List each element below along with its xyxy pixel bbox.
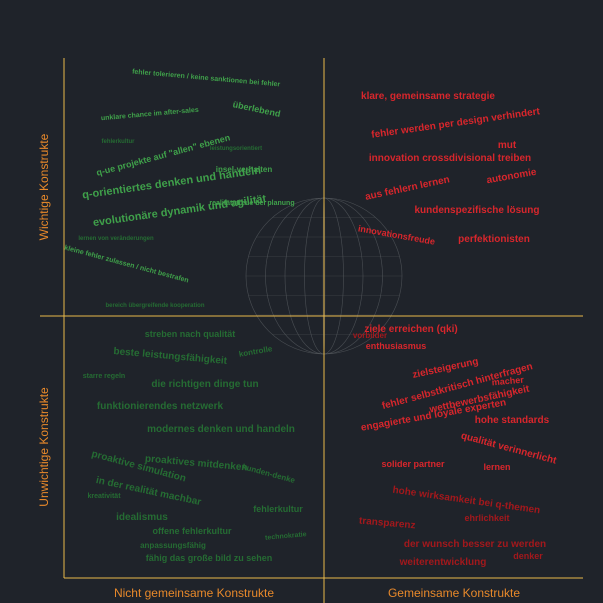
cloud-word: macher: [491, 375, 524, 388]
cloud-word: offene fehlerkultur: [152, 526, 232, 536]
cloud-word: beste leistungsfähigkeit: [113, 346, 228, 367]
cloud-word: kundenspezifische lösung: [414, 205, 539, 216]
cloud-word: hohe standards: [475, 415, 550, 426]
cloud-word: fähig das große bild zu sehen: [146, 553, 273, 563]
cloud-word: fehler tolerieren / keine sanktionen bei…: [132, 69, 281, 89]
cloud-word: kunden-denke: [241, 462, 296, 485]
word-cloud-words: q-orientiertes denken und handelnevoluti…: [63, 69, 558, 568]
cloud-word: innovation crossdivisional treiben: [369, 153, 531, 164]
cloud-word: transparenz: [359, 516, 416, 532]
cloud-word: insel-verhalten: [216, 165, 273, 174]
cloud-word: klare, gemeinsame strategie: [361, 91, 495, 102]
cloud-word: in der realität machbar: [95, 475, 202, 508]
y-axis-label-bottom: Unwichtige Konstrukte: [37, 387, 51, 507]
cloud-word: ehrlichkeit: [464, 513, 509, 523]
cloud-word: technokratie: [265, 531, 307, 542]
cloud-word: fehlerkultur: [101, 139, 135, 145]
cloud-word: funktionierendes netzwerk: [97, 401, 224, 412]
y-axis-label-top: Wichtige Konstrukte: [37, 133, 51, 240]
cloud-word: enthusiasmus: [366, 341, 427, 351]
cloud-word: streben nach qualität: [145, 329, 236, 339]
cloud-word: denker: [513, 551, 543, 561]
cloud-word: vorbilder: [353, 331, 387, 340]
cloud-word: der wunsch besser zu werden: [404, 539, 546, 550]
x-axis-label-left: Nicht gemeinsame Konstrukte: [114, 586, 274, 600]
cloud-word: mut: [498, 140, 517, 151]
cloud-word: innovationsfreude: [357, 223, 436, 246]
cloud-word: idealismus: [116, 512, 168, 523]
cloud-word: hohe wirksamkeit bei q-themen: [392, 485, 541, 517]
cloud-word: ziele erreichen (qki): [364, 324, 457, 335]
cloud-word: fehlerkultur: [253, 504, 303, 514]
cloud-word: bereich übergreifende kooperation: [105, 303, 204, 309]
cloud-word: die richtigen dinge tun: [151, 379, 258, 390]
cloud-word: starre regeln: [83, 373, 125, 380]
x-axis-label-right: Gemeinsame Konstrukte: [388, 586, 520, 600]
cloud-word: unklare chance im after-sales: [101, 107, 199, 123]
cloud-word: kreativität: [87, 493, 121, 500]
cloud-word: autonomie: [486, 167, 538, 187]
cloud-word: perfektionisten: [458, 234, 530, 245]
cloud-word: weiterentwicklung: [399, 557, 487, 568]
cloud-word: leistungsorientiert: [210, 146, 262, 152]
cloud-word: anpassungsfähig: [140, 541, 206, 550]
cloud-word: evolutionäre dynamik und agilität: [92, 193, 267, 229]
cloud-word: modernes denken und handeln: [147, 424, 295, 435]
cloud-word: kleine fehler zulassen / nicht bestrafen: [63, 245, 189, 285]
cloud-word: aus fehlern lernen: [364, 174, 451, 203]
cloud-word: solider partner: [381, 459, 445, 469]
cloud-word: lernen: [483, 462, 510, 472]
cloud-word: fehler werden per design verhindert: [371, 106, 542, 141]
cloud-word: realitätstreue bei planung: [209, 200, 294, 207]
cloud-word: lernen von veränderungen: [78, 236, 154, 242]
cloud-word: kontrolle: [238, 344, 273, 359]
cloud-word: überlebend: [232, 99, 282, 119]
